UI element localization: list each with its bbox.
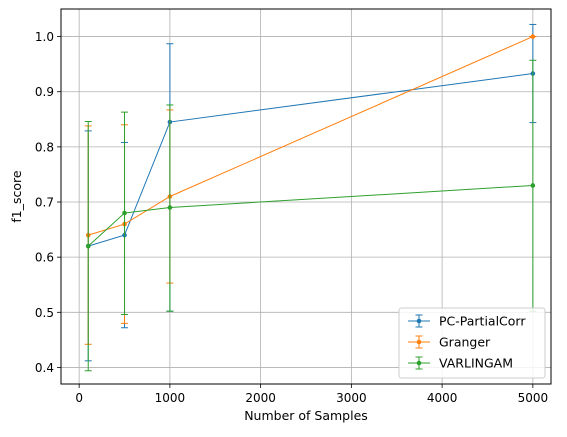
x-tick-label: 1000 [155, 391, 186, 405]
y-tick-label: 0.9 [35, 85, 54, 99]
data-point [86, 244, 91, 249]
series-line [88, 185, 533, 246]
x-axis-label: Number of Samples [244, 408, 368, 423]
legend-swatch-marker [417, 361, 422, 366]
y-tick-label: 0.5 [35, 306, 54, 320]
x-tick-label: 2000 [245, 391, 276, 405]
y-tick-label: 0.7 [35, 196, 54, 210]
legend-label: PC-PartialCorr [439, 314, 526, 329]
data-point [531, 34, 536, 39]
y-tick-label: 0.6 [35, 251, 54, 265]
series-line [88, 37, 533, 236]
data-point [168, 205, 173, 210]
legend-label: Granger [439, 335, 491, 350]
x-tick-label: 4000 [427, 391, 458, 405]
legend-swatch-marker [417, 340, 422, 345]
y-tick-label: 0.8 [35, 140, 54, 154]
legend: PC-PartialCorr Granger VARLINGAM [399, 308, 545, 378]
y-axis-label: f1_score [9, 170, 24, 223]
x-tick-label: 3000 [336, 391, 367, 405]
legend-label: VARLINGAM [439, 356, 513, 371]
data-point [122, 211, 127, 216]
x-tick-label: 5000 [518, 391, 549, 405]
data-point [531, 183, 536, 188]
legend-swatch-marker [417, 319, 422, 324]
y-tick-label: 0.4 [35, 361, 54, 375]
x-tick-label: 0 [75, 391, 83, 405]
series-line [88, 74, 533, 247]
y-tick-label: 1.0 [35, 30, 54, 44]
